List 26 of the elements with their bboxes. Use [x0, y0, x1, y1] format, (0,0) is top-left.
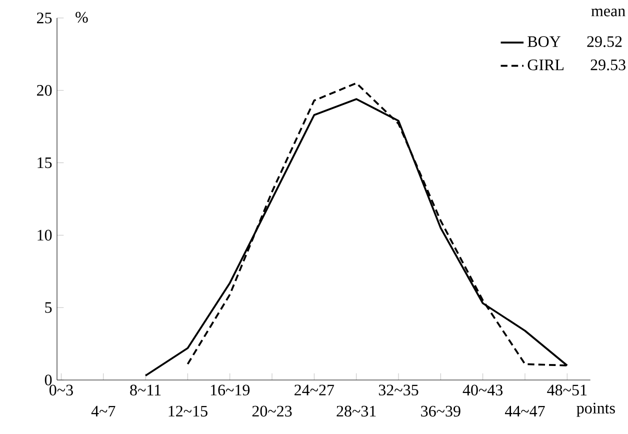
- x-tick-label: 20~23: [252, 406, 292, 417]
- y-tick-label: 25: [37, 12, 52, 24]
- legend-label: GIRL: [528, 60, 564, 70]
- x-tick-label: 24~27: [294, 384, 334, 396]
- x-tick-label: 48~51: [547, 384, 587, 396]
- x-tick-label: 32~35: [378, 384, 418, 396]
- y-tick-label: 15: [38, 157, 52, 168]
- x-tick-label: 44~47: [504, 406, 545, 416]
- x-tick-label: 28~31: [336, 406, 376, 417]
- y-tick-label: 5: [45, 302, 52, 313]
- x-tick-label: 4~7: [91, 406, 116, 416]
- x-tick-label: 12~15: [168, 406, 208, 417]
- x-tick-label: 40~43: [462, 384, 503, 396]
- x-tick-label: 8~11: [130, 384, 161, 396]
- y-tick-label: 10: [38, 230, 52, 241]
- y-tick-label: 0: [44, 374, 52, 386]
- y-axis-title: %: [76, 12, 88, 23]
- legend-label: BOY: [528, 36, 561, 47]
- x-tick-label: 0~3: [50, 384, 73, 396]
- y-tick-label: 20: [37, 84, 52, 96]
- text: 29.53: [590, 60, 626, 70]
- x-axis-title: points: [576, 402, 615, 417]
- text: mean: [591, 8, 626, 16]
- x-tick-label: 36~39: [421, 406, 460, 417]
- x-tick-label: 16~19: [210, 384, 250, 396]
- annotation: 29.52: [587, 36, 622, 48]
